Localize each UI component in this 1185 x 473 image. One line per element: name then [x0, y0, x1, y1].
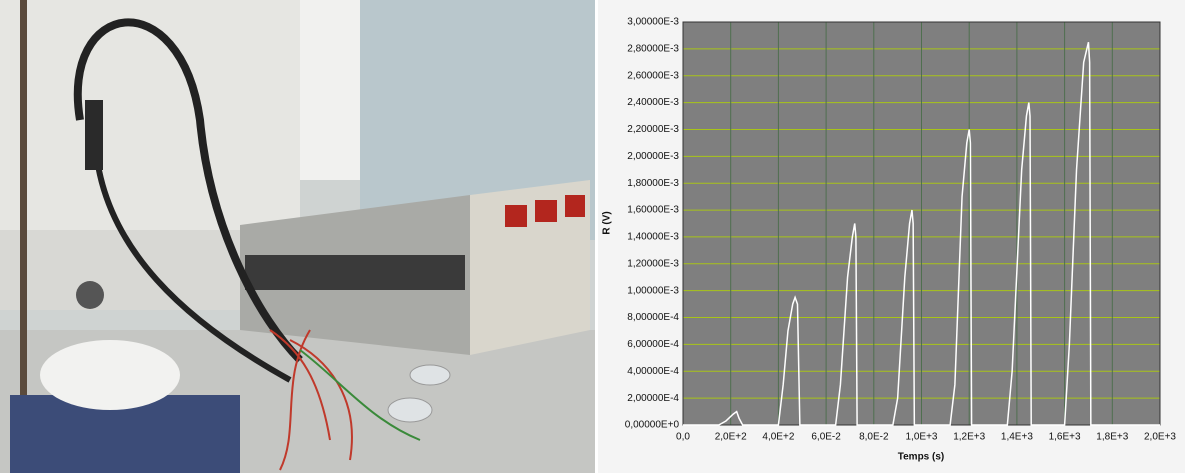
display — [565, 195, 585, 217]
cabinet — [0, 0, 300, 230]
y-tick-label: 4,00000E-4 — [627, 366, 679, 377]
y-tick-label: 3,00000E-3 — [627, 17, 679, 28]
y-tick-label: 1,20000E-3 — [627, 258, 679, 269]
y-tick-label: 1,00000E-3 — [627, 285, 679, 296]
x-tick-label: 4,0E+2 — [762, 432, 794, 443]
x-tick-label: 2,0E+3 — [1144, 432, 1176, 443]
y-tick-label: 2,00000E-3 — [627, 151, 679, 162]
cabinet-door — [300, 0, 360, 180]
y-tick-label: 2,80000E-3 — [627, 44, 679, 55]
x-tick-label: 1,6E+3 — [1049, 432, 1081, 443]
x-axis-label: Temps (s) — [898, 452, 945, 463]
wires — [269, 329, 353, 471]
y-tick-label: 2,00000E-4 — [627, 393, 679, 404]
y-tick-label: 2,20000E-3 — [627, 124, 679, 135]
x-tick-label: 1,0E+3 — [906, 432, 938, 443]
y-tick-label: 0,00000E+0 — [625, 420, 680, 431]
y-axis-label: R (V) — [602, 211, 613, 234]
y-tick-label: 1,80000E-3 — [627, 178, 679, 189]
x-tick-label: 1,4E+3 — [1001, 432, 1033, 443]
stand-rod — [20, 0, 27, 470]
y-tick-label: 1,60000E-3 — [627, 205, 679, 216]
lab-photo — [0, 0, 595, 473]
y-tick-label: 8,00000E-4 — [627, 312, 679, 323]
instrument-vent — [245, 255, 465, 290]
stirrer-plate — [40, 340, 180, 410]
x-tick-label: 6,0E-2 — [811, 432, 841, 443]
x-tick-label: 0,0 — [676, 432, 690, 443]
y-tick-label: 2,60000E-3 — [627, 70, 679, 81]
series-line — [683, 41, 1160, 426]
x-tick-label: 1,2E+3 — [953, 432, 985, 443]
socket-strip — [0, 230, 240, 310]
socket — [76, 281, 104, 309]
electrode — [85, 100, 103, 170]
beaker — [409, 364, 451, 386]
y-tick-label: 1,40000E-3 — [627, 232, 679, 243]
display — [505, 205, 527, 227]
wires — [299, 349, 421, 441]
beaker — [387, 397, 433, 423]
y-tick-label: 2,40000E-3 — [627, 97, 679, 108]
cable — [73, 18, 303, 363]
x-tick-label: 1,8E+3 — [1096, 432, 1128, 443]
y-tick-label: 6,00000E-4 — [627, 339, 679, 350]
x-tick-label: 8,0E-2 — [859, 432, 889, 443]
x-tick-label: 2,0E+2 — [715, 432, 747, 443]
instrument-front — [470, 180, 590, 355]
display — [535, 200, 557, 222]
